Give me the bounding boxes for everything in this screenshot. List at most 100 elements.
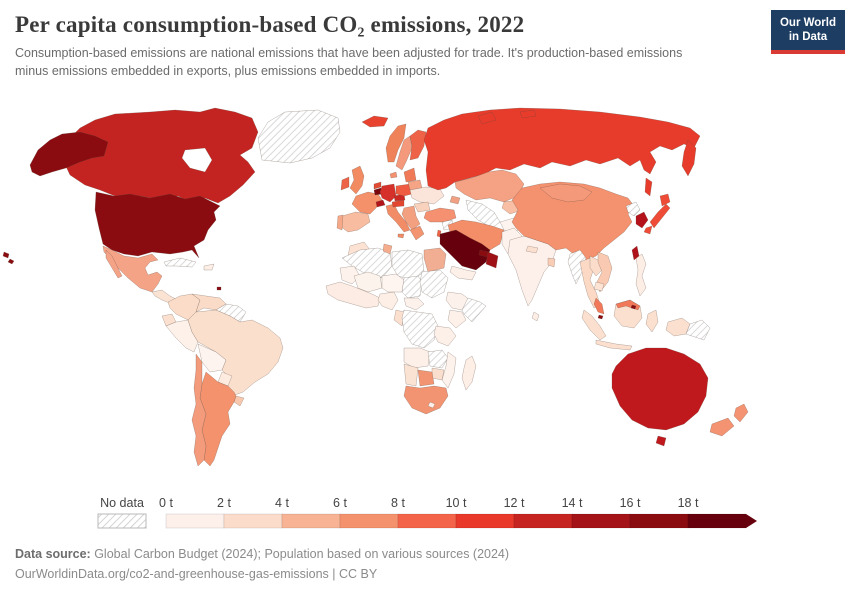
- country-kenya[interactable]: [447, 309, 467, 329]
- legend-bin-5[interactable]: [455, 513, 515, 529]
- country-sri-lanka[interactable]: [531, 311, 540, 322]
- country-romania[interactable]: [413, 201, 431, 213]
- country-oman[interactable]: [485, 251, 499, 269]
- country-austria[interactable]: [391, 199, 405, 208]
- region-central-african-republic[interactable]: [403, 297, 425, 311]
- country-poland[interactable]: [395, 183, 413, 197]
- legend-bin-9[interactable]: [687, 513, 747, 529]
- chart-header: Per capita consumption-based CO₂ emissio…: [15, 12, 755, 80]
- legend-bin-7[interactable]: [571, 513, 631, 529]
- legend-bin-8[interactable]: [629, 513, 689, 529]
- country-yemen[interactable]: [449, 265, 477, 281]
- world-map: [2, 107, 749, 467]
- chart-footer: Data source: Global Carbon Budget (2024)…: [15, 544, 509, 584]
- country-uruguay[interactable]: [233, 395, 245, 407]
- country-ireland[interactable]: [340, 176, 350, 191]
- legend-bin-3[interactable]: [339, 513, 399, 529]
- country-nigeria[interactable]: [377, 291, 399, 311]
- country-tunisia[interactable]: [382, 243, 393, 255]
- country-namibia[interactable]: [403, 363, 419, 387]
- country-tanzania[interactable]: [433, 325, 457, 347]
- country-cuba[interactable]: [163, 257, 197, 268]
- country-russia[interactable]: [423, 107, 701, 197]
- legend-no-data-swatch[interactable]: [97, 513, 147, 529]
- country-saudi-arabia[interactable]: [439, 229, 491, 271]
- canonical-url-link[interactable]: OurWorldinData.org/co2-and-greenhouse-ga…: [15, 567, 329, 581]
- country-china[interactable]: [511, 181, 635, 261]
- country-finland[interactable]: [409, 129, 427, 161]
- country-nepal[interactable]: [525, 245, 539, 254]
- country-trinidad[interactable]: [216, 286, 222, 291]
- country-madagascar[interactable]: [461, 355, 477, 391]
- country-netherlands[interactable]: [373, 181, 382, 190]
- country-chad[interactable]: [401, 275, 423, 299]
- country-japan[interactable]: [643, 193, 671, 235]
- country-india[interactable]: [507, 235, 557, 307]
- country-mexico[interactable]: [102, 245, 163, 293]
- region-congo-gabon[interactable]: [393, 309, 405, 327]
- country-angola[interactable]: [403, 347, 431, 369]
- country-greenland[interactable]: [257, 109, 341, 164]
- country-uk[interactable]: [349, 165, 365, 195]
- legend-bin-6[interactable]: [513, 513, 573, 529]
- country-sweden[interactable]: [395, 135, 413, 171]
- country-france[interactable]: [351, 191, 383, 215]
- country-lesotho[interactable]: [427, 401, 436, 409]
- country-drc[interactable]: [401, 309, 439, 349]
- country-cambodia[interactable]: [593, 281, 605, 292]
- country-turkey[interactable]: [423, 207, 457, 223]
- country-egypt[interactable]: [423, 247, 447, 273]
- country-mongolia[interactable]: [539, 183, 593, 203]
- country-switzerland[interactable]: [375, 199, 386, 208]
- country-greece[interactable]: [409, 225, 425, 241]
- country-malaysia[interactable]: [593, 297, 605, 315]
- country-new-zealand[interactable]: [709, 403, 749, 437]
- region-baltics[interactable]: [403, 167, 417, 183]
- country-hispaniola[interactable]: [203, 263, 215, 271]
- country-somalia[interactable]: [461, 297, 487, 323]
- region-caucasus[interactable]: [449, 195, 461, 205]
- country-philippines[interactable]: [635, 253, 647, 297]
- country-zimbabwe[interactable]: [431, 367, 445, 381]
- country-usa[interactable]: [94, 191, 221, 259]
- country-germany[interactable]: [379, 183, 397, 203]
- legend-bin-0[interactable]: [165, 513, 225, 529]
- legend-bin-4[interactable]: [397, 513, 457, 529]
- license-link[interactable]: CC BY: [339, 567, 378, 581]
- country-bangladesh[interactable]: [547, 257, 556, 268]
- country-hawaii[interactable]: [2, 251, 15, 265]
- country-chile[interactable]: [191, 353, 207, 467]
- country-ukraine[interactable]: [409, 186, 445, 205]
- country-myanmar[interactable]: [567, 249, 587, 285]
- country-iceland[interactable]: [361, 115, 389, 128]
- legend-bin-1[interactable]: [223, 513, 283, 529]
- country-botswana[interactable]: [417, 369, 435, 387]
- country-brazil[interactable]: [187, 309, 284, 397]
- country-vietnam[interactable]: [595, 251, 613, 293]
- country-south-africa[interactable]: [403, 385, 449, 415]
- data-source-label: Data source:: [15, 547, 91, 561]
- region-balkans[interactable]: [401, 205, 421, 231]
- country-spain[interactable]: [339, 211, 371, 233]
- country-uae[interactable]: [478, 249, 490, 258]
- legend-tick-8: 16 t: [620, 496, 641, 510]
- country-australia[interactable]: [611, 347, 709, 447]
- country-portugal[interactable]: [336, 214, 344, 231]
- owid-logo[interactable]: Our World in Data: [770, 10, 845, 54]
- country-sudan[interactable]: [419, 269, 449, 299]
- country-brunei[interactable]: [630, 304, 637, 310]
- country-south-korea[interactable]: [635, 211, 649, 229]
- country-north-korea[interactable]: [625, 201, 641, 217]
- country-alaska[interactable]: [29, 131, 109, 177]
- legend-bin-2[interactable]: [281, 513, 341, 529]
- region-west-africa[interactable]: [325, 281, 381, 309]
- region-central-asia[interactable]: [465, 199, 501, 229]
- country-papua-new-guinea[interactable]: [685, 319, 711, 341]
- country-singapore[interactable]: [597, 314, 604, 320]
- country-zambia[interactable]: [427, 349, 449, 369]
- country-denmark[interactable]: [389, 171, 398, 179]
- country-laos[interactable]: [589, 255, 603, 277]
- country-norway[interactable]: [385, 123, 407, 163]
- country-taiwan[interactable]: [631, 245, 640, 261]
- country-mozambique[interactable]: [441, 351, 457, 389]
